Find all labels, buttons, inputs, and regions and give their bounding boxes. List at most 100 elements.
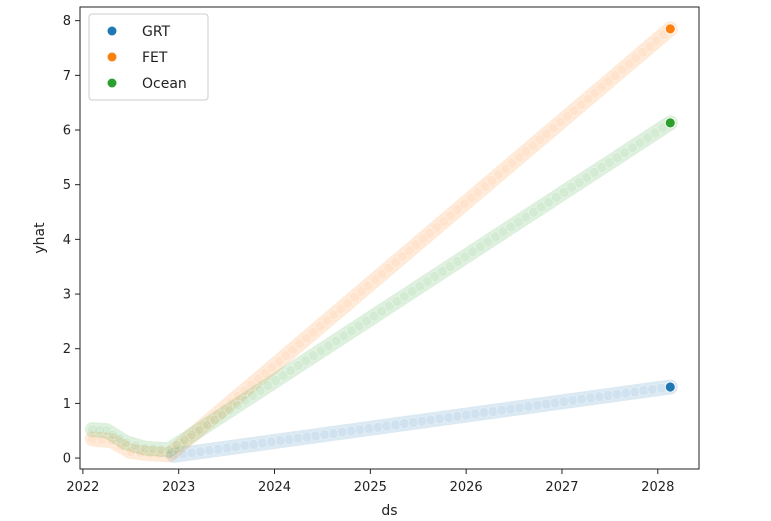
fet-point: [445, 210, 456, 221]
series-layer: [85, 21, 678, 463]
ocean-point: [147, 443, 159, 455]
ocean-point: [308, 350, 319, 362]
grt-band: [166, 379, 678, 463]
ocean-point: [300, 355, 312, 367]
x-tick-label-1: 2023: [162, 480, 195, 495]
grt-point: [336, 426, 348, 438]
fet-point: [280, 350, 292, 361]
fet-point: [259, 367, 271, 379]
legend-marker-grt: [107, 26, 117, 36]
grt-point: [487, 406, 499, 417]
ocean-point: [87, 424, 98, 435]
legend-marker-fet: [107, 52, 117, 62]
fet-point: [431, 221, 443, 233]
ocean-point: [254, 385, 266, 396]
x-tick-label-3: 2025: [354, 480, 387, 495]
fet-point: [555, 116, 566, 128]
grt-point: [514, 402, 525, 414]
fet-point: [390, 256, 402, 268]
grt-point: [567, 395, 579, 406]
ocean-point: [566, 182, 577, 193]
fet-point: [191, 426, 202, 437]
grt-point: [496, 404, 508, 416]
ocean-point: [323, 340, 334, 352]
fet-point: [507, 157, 518, 169]
ocean-point: [239, 394, 251, 406]
y-tick-label-8: 8: [63, 14, 71, 29]
grt-point: [452, 410, 463, 422]
grt-point: [266, 436, 277, 448]
ocean-point: [596, 162, 608, 173]
ocean-point: [490, 231, 501, 243]
x-tick-label-0: 2022: [66, 480, 99, 495]
grt-point: [434, 413, 446, 425]
fet-point: [630, 52, 642, 64]
grt-point: [292, 432, 304, 444]
grt-point: [523, 401, 534, 412]
ocean-point: [277, 370, 289, 381]
grt-point: [239, 440, 251, 451]
grt-point: [469, 408, 481, 420]
grt-point: [407, 417, 419, 428]
grt-point: [478, 407, 490, 418]
x-tick-label-2: 2024: [258, 480, 291, 495]
ocean-point: [528, 206, 539, 218]
ocean-point: [292, 360, 304, 371]
ocean-point: [543, 196, 555, 208]
fet-point: [225, 396, 237, 408]
fet-point: [211, 408, 223, 420]
highlight-layer: [664, 23, 676, 393]
fet-point: [198, 420, 209, 431]
fet-point: [321, 315, 333, 326]
ocean-point: [573, 177, 585, 188]
grt-point: [647, 384, 658, 395]
fet-point: [335, 303, 347, 315]
grt-point: [310, 430, 322, 442]
grt-point: [257, 437, 268, 449]
fet-point: [644, 41, 656, 52]
fet-point: [144, 448, 156, 460]
grt-point: [319, 429, 330, 440]
y-tick-label-2: 2: [63, 342, 71, 357]
fet-point: [637, 46, 649, 58]
ocean-point: [201, 419, 213, 431]
fet-point: [184, 431, 195, 443]
ocean-point: [194, 424, 205, 436]
fet-point: [177, 437, 189, 449]
grt-point: [443, 412, 455, 423]
fet-point: [582, 93, 594, 105]
ocean-point: [535, 201, 547, 213]
fet-point: [376, 268, 388, 280]
grt-points: [168, 382, 667, 461]
y-tick-label-6: 6: [63, 124, 71, 139]
y-axis: 0 1 2 3 4 5 6 7 8: [63, 14, 80, 467]
fet-point: [369, 274, 381, 286]
fet-point: [87, 433, 98, 445]
ocean-point: [383, 300, 395, 312]
fet-point: [125, 446, 137, 457]
fet-point: [589, 87, 601, 99]
fet-point: [527, 140, 539, 151]
ocean-point: [581, 172, 593, 183]
grt-point: [505, 403, 517, 415]
ocean-point: [414, 281, 426, 292]
x-axis: 2022 2023 2024 2025 2026 2027 2028: [66, 469, 674, 495]
fet-point: [616, 64, 628, 75]
ocean-point: [513, 216, 524, 228]
ocean-point: [459, 251, 471, 263]
fet-point: [154, 448, 165, 460]
ocean-points: [87, 122, 669, 456]
ocean-point: [353, 320, 365, 332]
ocean-point: [467, 246, 479, 257]
ocean-point: [270, 375, 281, 386]
fet-point: [355, 286, 367, 297]
fet-point: [513, 151, 525, 163]
grt-point: [204, 445, 215, 456]
ocean-point: [155, 443, 167, 455]
ocean-point: [139, 442, 151, 454]
grt-point: [354, 424, 366, 436]
fet-point: [314, 321, 326, 332]
ocean-point: [376, 305, 388, 317]
ocean-point: [361, 315, 372, 327]
grt-point: [381, 420, 392, 432]
